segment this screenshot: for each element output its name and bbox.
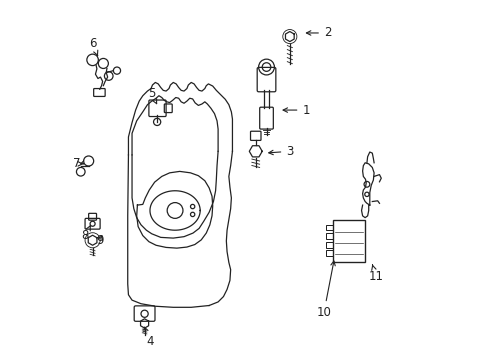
Bar [333, 220, 366, 262]
Text: 9: 9 [96, 234, 103, 247]
Text: 7: 7 [73, 157, 83, 170]
Text: 5: 5 [148, 87, 157, 104]
Text: 8: 8 [82, 226, 90, 242]
Bar [326, 225, 333, 230]
Text: 1: 1 [283, 104, 310, 117]
Text: 2: 2 [306, 27, 331, 40]
Bar [326, 233, 333, 239]
Bar [326, 251, 333, 256]
Bar [326, 242, 333, 248]
Text: 3: 3 [269, 145, 294, 158]
Text: 11: 11 [368, 265, 383, 283]
Text: 6: 6 [89, 37, 98, 56]
Text: 10: 10 [317, 261, 335, 319]
Text: 4: 4 [144, 327, 154, 348]
